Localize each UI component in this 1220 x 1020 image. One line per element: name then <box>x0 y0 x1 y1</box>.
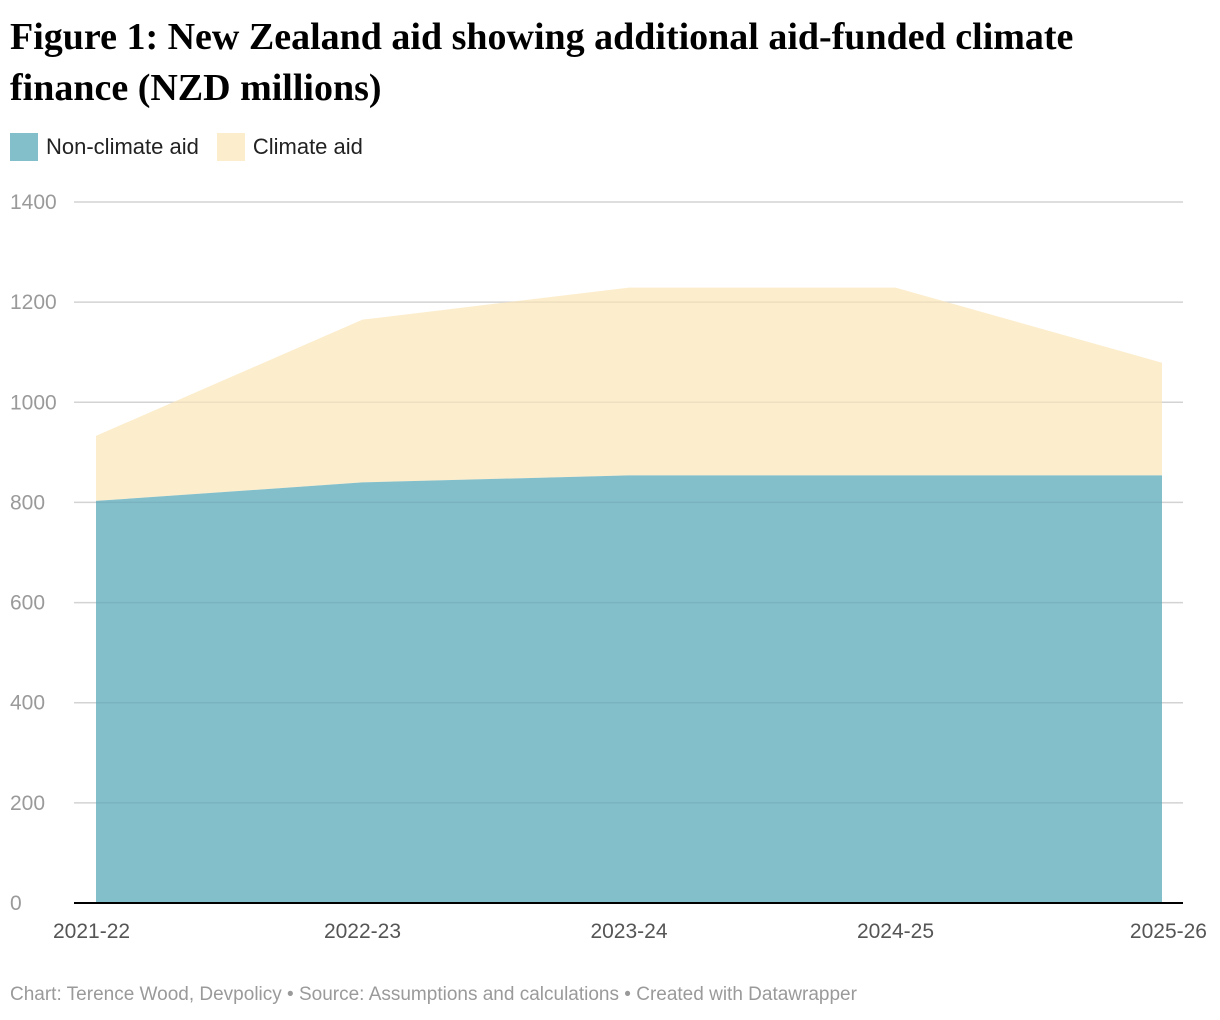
y-tick-label-0: 0 <box>10 892 22 915</box>
legend-swatch-climate <box>216 133 245 161</box>
legend-item-climate: Climate aid <box>216 133 363 161</box>
footer-separator: • <box>281 984 299 1005</box>
y-axis-tick-labels: 0 200 400 600 800 1000 1200 1400 <box>10 191 57 915</box>
area-non-climate-aid <box>96 475 1162 903</box>
y-tick-label-1000: 1000 <box>10 391 57 414</box>
chart-title: Figure 1: New Zealand aid showing additi… <box>10 16 1074 109</box>
legend-label-climate: Climate aid <box>252 134 363 159</box>
footer-separator: • <box>619 984 637 1005</box>
x-tick-label-2021-22: 2021-22 <box>53 920 130 943</box>
y-tick-label-600: 600 <box>10 592 45 615</box>
legend-label-non-climate: Non-climate aid <box>46 134 199 159</box>
y-tick-label-1400: 1400 <box>10 191 57 214</box>
legend-swatch-non-climate <box>10 133 38 161</box>
footer-source: Source: Assumptions and calculations <box>298 984 619 1005</box>
footer-credit: Chart: Terence Wood, Devpolicy <box>10 984 282 1005</box>
legend-item-non-climate: Non-climate aid <box>10 133 199 161</box>
chart-footer: Chart: Terence Wood, Devpolicy • Source:… <box>10 984 857 1006</box>
area-series <box>74 201 1183 903</box>
x-tick-label-2025-26: 2025-26 <box>1130 920 1207 943</box>
y-tick-label-800: 800 <box>10 491 45 514</box>
x-tick-label-2023-24: 2023-24 <box>590 920 667 943</box>
y-tick-label-200: 200 <box>10 792 45 815</box>
y-tick-label-400: 400 <box>10 692 45 715</box>
footer-tool: Created with Datawrapper <box>636 984 857 1005</box>
legend: Non-climate aid Climate aid <box>10 133 381 161</box>
x-tick-label-2024-25: 2024-25 <box>857 920 934 943</box>
y-tick-label-1200: 1200 <box>10 291 57 314</box>
area-climate-aid <box>96 287 1162 501</box>
x-axis-tick-labels: 2021-22 2022-23 2023-24 2024-25 2025-26 <box>53 920 1207 943</box>
x-tick-label-2022-23: 2022-23 <box>324 920 401 943</box>
